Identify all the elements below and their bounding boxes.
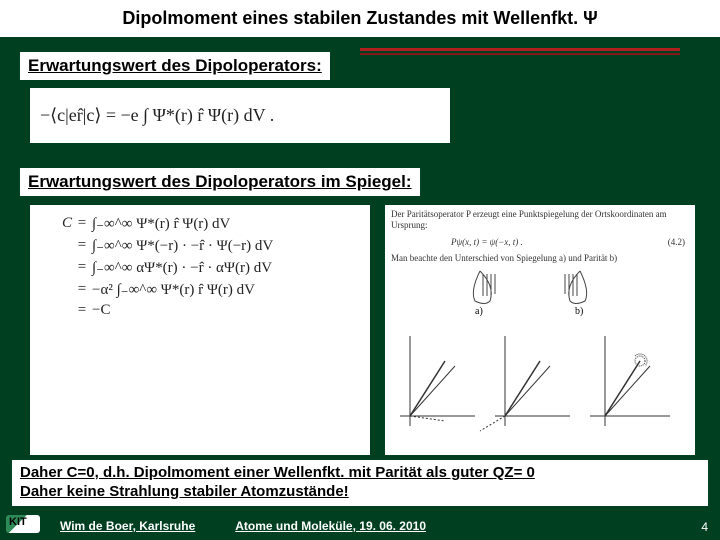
title-underline — [360, 48, 680, 51]
kit-logo-text: KIT — [9, 516, 27, 528]
eq-equals: = — [72, 215, 92, 232]
eq-rhs: ∫₋∞^∞ Ψ*(−r) · −r̂ · Ψ(−r) dV — [92, 236, 273, 255]
equation-mirror-derivation: C = ∫₋∞^∞ Ψ*(r) r̂ Ψ(r) dV = ∫₋∞^∞ Ψ*(−r… — [30, 205, 370, 455]
slide: Dipolmoment eines stabilen Zustandes mit… — [0, 0, 720, 540]
eq-row: = ∫₋∞^∞ Ψ*(−r) · −r̂ · Ψ(−r) dV — [40, 236, 360, 255]
footer: KIT Wim de Boer, Karlsruhe Atome und Mol… — [0, 512, 720, 540]
parity-equation: Pψ(x, t) = ψ(−x, t) . — [451, 237, 523, 248]
title-underline-2 — [360, 53, 680, 55]
footer-author: Wim de Boer, Karlsruhe — [60, 519, 195, 533]
footer-lecture: Atome und Moleküle, 19. 06. 2010 — [235, 519, 426, 533]
eq-equals: = — [72, 237, 92, 254]
eq-rhs: ∫₋∞^∞ Ψ*(r) r̂ Ψ(r) dV — [92, 214, 230, 233]
equation-text: −⟨c|er̂|c⟩ = −e ∫ Ψ*(r) r̂ Ψ(r) dV . — [40, 105, 274, 126]
parity-eq-number: (4.2) — [668, 237, 685, 248]
eq-row: C = ∫₋∞^∞ Ψ*(r) r̂ Ψ(r) dV — [40, 214, 360, 233]
conclusion-line-1: Daher C=0, d.h. Dipolmoment einer Wellen… — [20, 464, 700, 483]
eq-equals: = — [72, 281, 92, 298]
parity-text-2: Man beachte den Unterschied von Spiegelu… — [385, 249, 695, 266]
heading-expectation: Erwartungswert des Dipoloperators: — [20, 52, 330, 80]
heading-mirror: Erwartungswert des Dipoloperators im Spi… — [20, 168, 420, 196]
eq-rhs: −α² ∫₋∞^∞ Ψ*(r) r̂ Ψ(r) dV — [92, 280, 255, 299]
eq-equals: = — [72, 259, 92, 276]
eq-rhs: ∫₋∞^∞ αΨ*(r) · −r̂ · αΨ(r) dV — [92, 258, 272, 277]
eq-row: = ∫₋∞^∞ αΨ*(r) · −r̂ · αΨ(r) dV — [40, 258, 360, 277]
equation-dipole-expectation: −⟨c|er̂|c⟩ = −e ∫ Ψ*(r) r̂ Ψ(r) dV . — [30, 88, 450, 143]
label-b: b) — [575, 306, 583, 317]
conclusion-line-2: Daher keine Strahlung stabiler Atomzustä… — [20, 483, 700, 502]
kit-logo: KIT — [6, 515, 42, 537]
conclusion-box: Daher C=0, d.h. Dipolmoment einer Wellen… — [12, 460, 708, 506]
eq-row: = −C — [40, 302, 360, 319]
slide-title: Dipolmoment eines stabilen Zustandes mit… — [0, 0, 720, 37]
label-a: a) — [475, 306, 483, 317]
parity-diagram: a) b) — [385, 266, 695, 446]
parity-text-1: Der Paritätsoperator P erzeugt eine Punk… — [385, 205, 695, 233]
eq-equals: = — [72, 302, 92, 319]
parity-svg: a) b) — [385, 266, 685, 436]
eq-row: = −α² ∫₋∞^∞ Ψ*(r) r̂ Ψ(r) dV — [40, 280, 360, 299]
footer-page-number: 4 — [701, 520, 708, 534]
parity-diagram-box: Der Paritätsoperator P erzeugt eine Punk… — [385, 205, 695, 455]
eq-rhs: −C — [92, 302, 110, 319]
eq-lhs: C — [40, 215, 72, 232]
